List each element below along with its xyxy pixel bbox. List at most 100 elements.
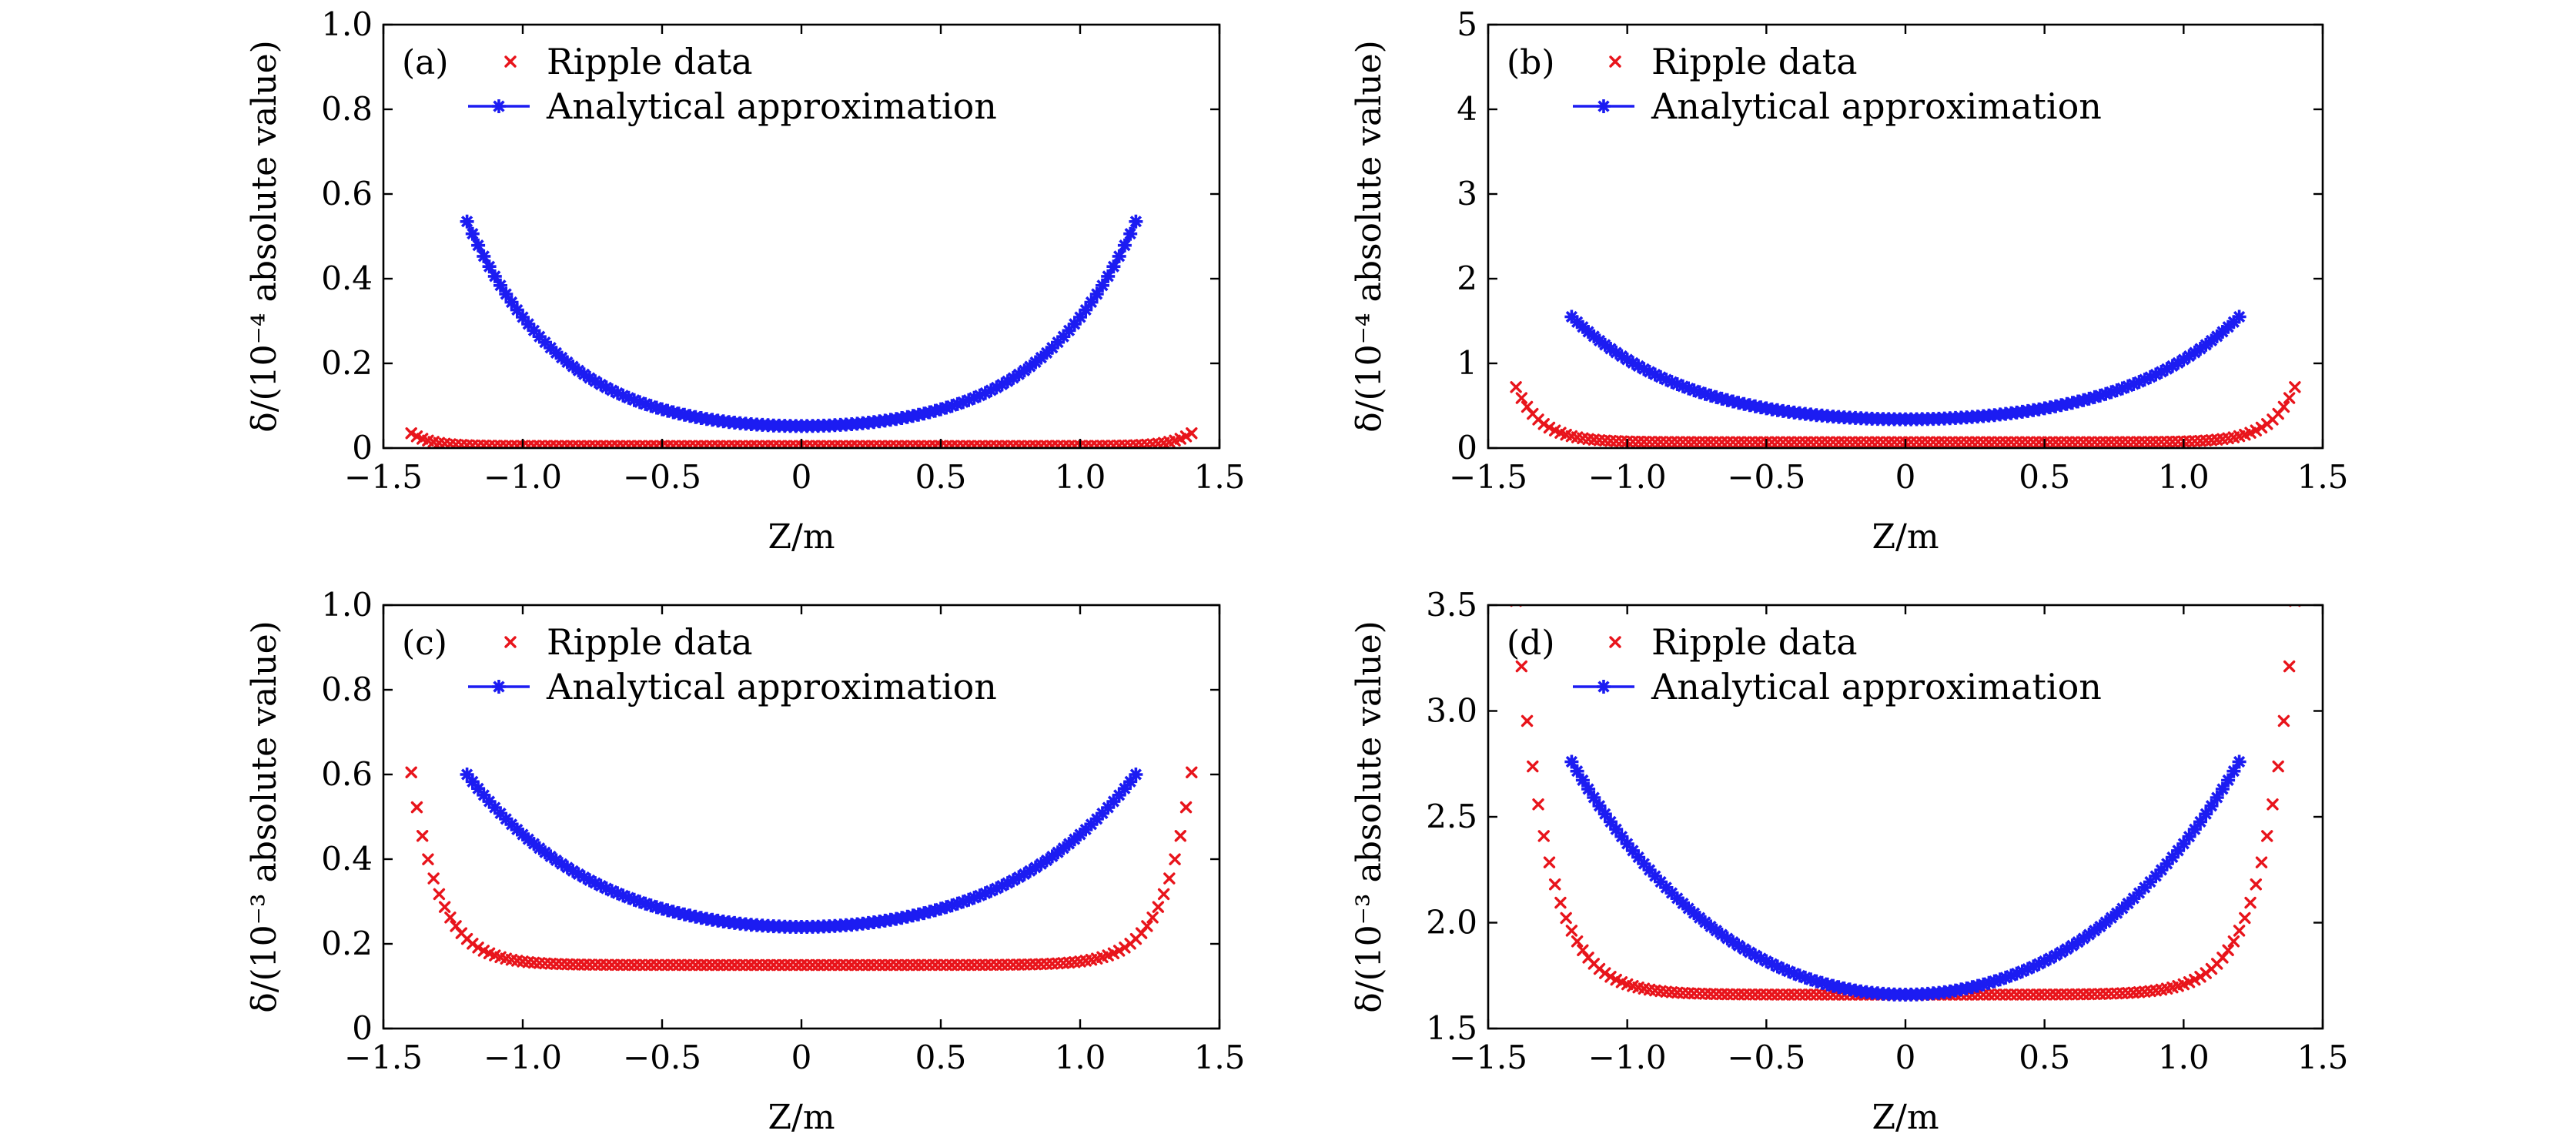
ripple-data-series [405, 766, 1198, 972]
x-tick-label: 1.5 [1194, 458, 1246, 496]
ripple-data-point [1169, 853, 1181, 865]
x-tick-label: −1.0 [1588, 1039, 1667, 1076]
analytical-approximation-point [499, 811, 514, 826]
analytical-approximation-point [1798, 970, 1812, 985]
x-tick-label: 0.5 [2019, 1039, 2070, 1076]
analytical-approximation-point [2087, 390, 2102, 404]
legend-ripple-marker [504, 55, 517, 68]
ripple-data-point [438, 901, 451, 913]
ripple-data-point [2289, 381, 2301, 393]
analytical-approximation-point [1039, 346, 1054, 360]
analytical-approximation-point [616, 388, 631, 403]
analytical-approximation-point [2165, 850, 2180, 865]
x-tick-label: 1.5 [2297, 1039, 2349, 1076]
analytical-approximation-point [566, 864, 580, 878]
analytical-approximation-point [616, 888, 631, 903]
analytical-approximation-point [599, 881, 614, 895]
analytical-approximation-point [1664, 886, 1679, 900]
analytical-approximation-point [604, 884, 619, 898]
legend-ripple-label: Ripple data [547, 41, 753, 82]
ripple-data-point [1186, 427, 1198, 440]
y-tick-label: 4 [1457, 90, 1477, 128]
y-axis-label: δ/(10⁻³ absolute value) [1350, 621, 1389, 1013]
analytical-approximation-point [1575, 319, 1590, 334]
analytical-approximation-point [1731, 938, 1746, 953]
analytical-approximation-point [2226, 764, 2241, 778]
ripple-data-point [2261, 830, 2273, 842]
analytical-approximation-point [493, 806, 507, 821]
analytical-approximation-point [1129, 768, 1143, 781]
legend-analytical-marker [1597, 99, 1611, 113]
analytical-approximation-point [482, 794, 497, 809]
ripple-data-series [405, 427, 1198, 448]
analytical-approximation-point [2042, 951, 2057, 965]
analytical-approximation-series [1564, 754, 2246, 1002]
x-tick-label: 0 [791, 1039, 812, 1076]
analytical-approximation-point [1787, 966, 1802, 981]
analytical-approximation-point [571, 867, 586, 881]
ripple-data-point [2222, 944, 2234, 956]
ripple-data-point [1532, 798, 1544, 811]
analytical-approximation-point [1770, 959, 1785, 974]
analytical-approximation-point [1742, 945, 1757, 959]
y-tick-label: 1.0 [321, 586, 373, 624]
ripple-data-point [2194, 971, 2206, 983]
ripple-data-point [427, 872, 440, 885]
analytical-approximation-point [1709, 390, 1724, 404]
ripple-data-point [410, 801, 423, 814]
analytical-approximation-point [1614, 349, 1629, 363]
analytical-approximation-point [538, 335, 552, 350]
ripple-data-point [2283, 392, 2296, 404]
analytical-approximation-point [560, 355, 574, 370]
analytical-approximation-point [2232, 754, 2246, 769]
analytical-approximation-point [950, 396, 965, 411]
ripple-data-point [1571, 935, 1584, 948]
analytical-approximation-point [1698, 386, 1712, 401]
ripple-data-point [422, 853, 434, 865]
legend-analytical-label: Analytical approximation [546, 666, 997, 707]
analytical-approximation-point [945, 898, 959, 913]
panel-label: (a) [402, 43, 449, 82]
analytical-approximation-point [1976, 977, 1991, 992]
analytical-approximation-point [1587, 791, 1601, 804]
ripple-data-point [1157, 888, 1170, 901]
analytical-approximation-point [1726, 935, 1740, 949]
analytical-approximation-point [588, 876, 603, 891]
analytical-approximation-point [627, 393, 641, 407]
analytical-approximation-point [611, 886, 625, 901]
analytical-approximation-point [1006, 873, 1021, 888]
panel-label: (b) [1507, 43, 1555, 82]
analytical-approximation-point [1659, 373, 1674, 387]
ripple-data-series [1510, 381, 2301, 448]
analytical-approximation-point [934, 402, 948, 416]
analytical-approximation-point [504, 817, 519, 831]
ripple-data-point [1599, 967, 1611, 979]
ripple-data-point [1174, 830, 1187, 842]
analytical-approximation-point [1631, 359, 1646, 373]
ripple-data-point [2283, 660, 2296, 673]
analytical-approximation-point [471, 781, 486, 796]
analytical-approximation-point [967, 891, 982, 905]
analytical-approximation-point [1664, 375, 1679, 390]
analytical-approximation-point [1999, 970, 2013, 985]
x-tick-label: 1.0 [2158, 1039, 2210, 1076]
ripple-data-point [1549, 878, 1561, 891]
ripple-data-point [2250, 424, 2262, 437]
analytical-approximation-point [1625, 843, 1640, 858]
y-tick-label: 0.2 [321, 344, 373, 382]
y-tick-label: 0 [352, 1009, 373, 1047]
y-tick-label: 0 [1457, 429, 1477, 467]
analytical-approximation-series [1564, 309, 2246, 426]
analytical-approximation-point [2026, 959, 2041, 974]
x-tick-label: 1.5 [2297, 458, 2349, 496]
ripple-data-point [2189, 973, 2201, 986]
analytical-approximation-point [1089, 811, 1104, 826]
ripple-data-point [1604, 971, 1617, 983]
legend-analytical-marker [492, 99, 506, 113]
analytical-approximation-point [989, 881, 1004, 895]
analytical-approximation-point [1698, 915, 1712, 929]
analytical-approximation-point [1620, 837, 1634, 851]
analytical-approximation-point [487, 269, 502, 283]
legend-ripple-marker [504, 636, 517, 648]
